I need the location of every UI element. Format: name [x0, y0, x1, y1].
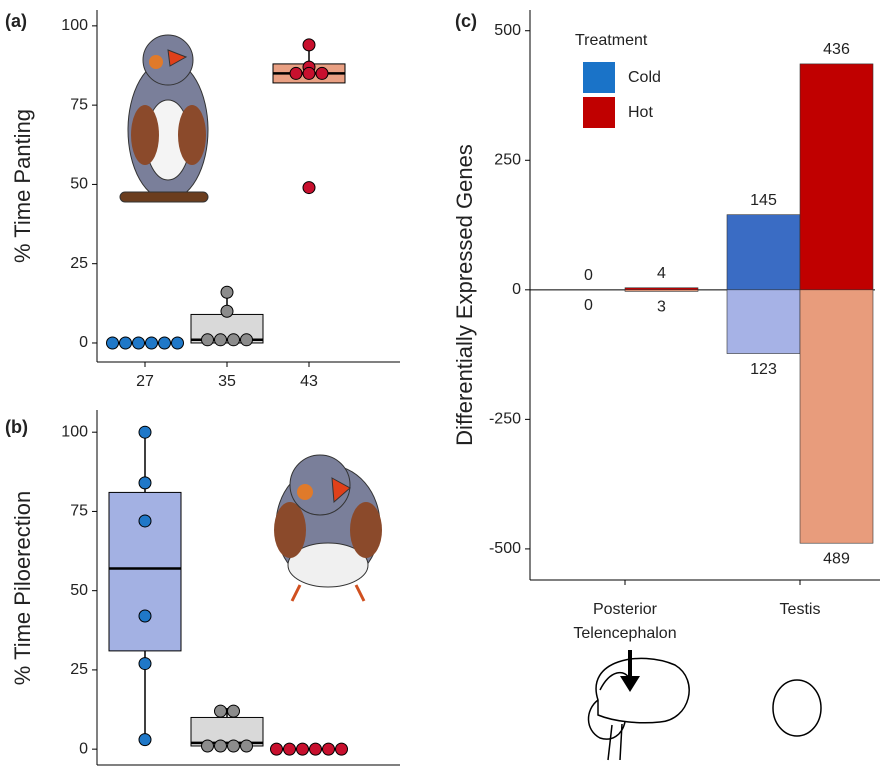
legend-swatch	[583, 97, 615, 128]
point	[159, 337, 171, 349]
point	[241, 334, 253, 346]
figure: 0255075100(a)% Time Panting2735430255075…	[0, 0, 885, 767]
bar	[625, 288, 698, 290]
y-tick-label: 75	[70, 96, 88, 113]
point	[303, 182, 315, 194]
x-tick-label: 35	[218, 373, 236, 390]
y-tick-label: 25	[70, 661, 88, 678]
point	[228, 740, 240, 752]
x-tick-label: 43	[300, 373, 318, 390]
point	[146, 337, 158, 349]
bar	[625, 290, 698, 292]
value-label: 489	[823, 550, 850, 567]
point	[215, 705, 227, 717]
point	[290, 67, 302, 79]
point	[297, 743, 309, 755]
point	[139, 477, 151, 489]
point	[228, 334, 240, 346]
point	[202, 740, 214, 752]
value-label: 4	[657, 265, 666, 282]
x-tick-label: Testis	[780, 601, 821, 618]
panel-label: (b)	[5, 417, 28, 437]
point	[139, 515, 151, 527]
point	[284, 743, 296, 755]
testis-icon	[773, 680, 821, 736]
point	[241, 740, 253, 752]
panel-label: (a)	[5, 11, 27, 31]
point	[336, 743, 348, 755]
bird-illustration	[274, 455, 382, 601]
y-axis-title: % Time Panting	[10, 109, 35, 263]
y-tick-label: -500	[489, 540, 521, 557]
y-axis-title: % Time Piloerection	[10, 491, 35, 685]
y-tick-label: 0	[512, 281, 521, 298]
point	[172, 337, 184, 349]
brain-icon	[588, 658, 689, 760]
point	[139, 734, 151, 746]
y-tick-label: 0	[79, 740, 88, 757]
bird-illustration	[120, 35, 208, 202]
point	[133, 337, 145, 349]
panel-label: (c)	[455, 11, 477, 31]
y-tick-label: 250	[494, 151, 521, 168]
legend-label: Cold	[628, 69, 661, 86]
bar	[800, 64, 873, 290]
point	[303, 39, 315, 51]
y-tick-label: 50	[70, 582, 88, 599]
y-tick-label: 75	[70, 503, 88, 520]
value-label: 436	[823, 41, 850, 58]
point	[316, 67, 328, 79]
x-tick-label: 27	[136, 373, 154, 390]
point	[215, 740, 227, 752]
point	[139, 658, 151, 670]
value-label: 145	[750, 192, 777, 209]
y-tick-label: -250	[489, 411, 521, 428]
y-tick-label: 50	[70, 176, 88, 193]
bar	[727, 215, 800, 290]
point	[221, 286, 233, 298]
point	[303, 67, 315, 79]
value-label: 123	[750, 361, 777, 378]
point	[202, 334, 214, 346]
value-label: 3	[657, 299, 666, 316]
y-tick-label: 0	[79, 334, 88, 351]
bar	[727, 290, 800, 354]
legend-label: Hot	[628, 104, 653, 121]
y-tick-label: 25	[70, 255, 88, 272]
bar	[800, 290, 873, 543]
legend-title: Treatment	[575, 32, 648, 49]
y-tick-label: 100	[61, 17, 88, 34]
y-tick-label: 100	[61, 423, 88, 440]
point	[107, 337, 119, 349]
value-label: 0	[584, 267, 593, 284]
point	[120, 337, 132, 349]
point	[215, 334, 227, 346]
point	[221, 305, 233, 317]
point	[323, 743, 335, 755]
point	[139, 426, 151, 438]
point	[271, 743, 283, 755]
y-tick-label: 500	[494, 22, 521, 39]
arrow	[620, 650, 640, 692]
point	[310, 743, 322, 755]
legend-swatch	[583, 62, 615, 93]
point	[228, 705, 240, 717]
point	[139, 610, 151, 622]
value-label: 0	[584, 297, 593, 314]
y-axis-title: Differentially Expressed Genes	[452, 144, 477, 446]
